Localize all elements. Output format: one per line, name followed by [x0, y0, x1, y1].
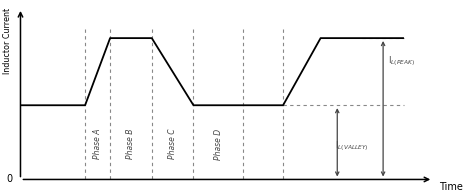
Text: Phase A: Phase A — [93, 129, 102, 159]
Text: Inductor Current: Inductor Current — [3, 8, 12, 74]
Text: Time: Time — [438, 182, 462, 191]
Text: I$_{L(VALLEY)}$: I$_{L(VALLEY)}$ — [335, 139, 369, 153]
Text: 0: 0 — [7, 175, 13, 184]
Text: Phase C: Phase C — [168, 129, 177, 160]
Text: I$_{L(PEAK)}$: I$_{L(PEAK)}$ — [388, 54, 415, 68]
Text: Phase D: Phase D — [214, 129, 223, 160]
Text: Phase B: Phase B — [126, 129, 135, 159]
